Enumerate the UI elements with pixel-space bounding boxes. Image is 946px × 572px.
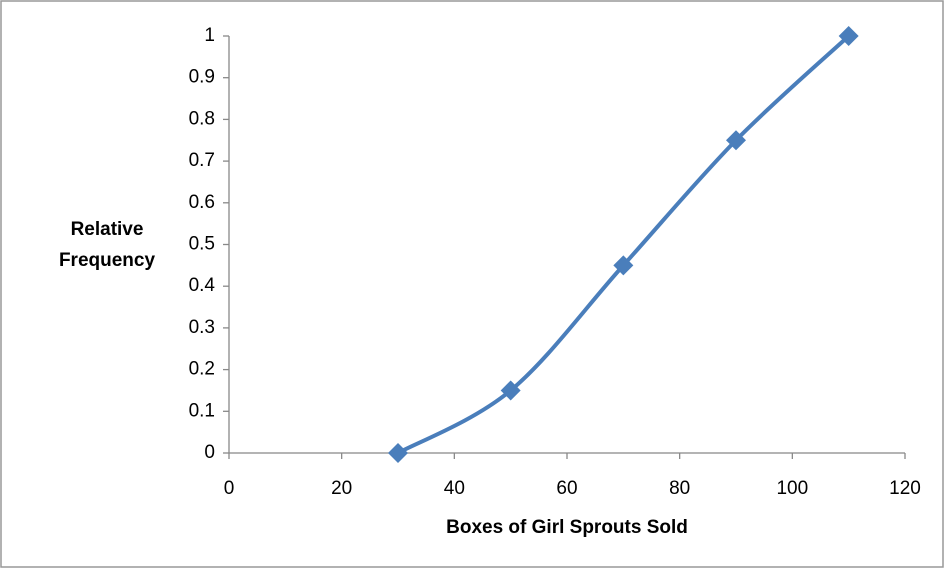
y-tick-label: 0.7 <box>189 150 215 171</box>
marker <box>838 26 859 46</box>
marker <box>388 443 408 463</box>
y-tick-label: 0.3 <box>189 317 215 338</box>
y-tick-label: 0 <box>204 442 215 463</box>
y-tick-label: 0.9 <box>189 67 215 88</box>
y-tick-label: 0.6 <box>189 192 215 213</box>
x-tick-label: 120 <box>889 478 921 499</box>
x-tick-label: 80 <box>669 478 690 499</box>
x-axis-label: Boxes of Girl Sprouts Sold <box>446 517 688 538</box>
marker <box>613 255 634 276</box>
y-tick-label: 0.4 <box>189 275 216 296</box>
x-tick-label: 0 <box>224 478 235 499</box>
y-tick-label: 1 <box>204 25 215 46</box>
y-tick-label: 0.2 <box>189 359 215 380</box>
y-tick-label: 0.8 <box>189 108 215 129</box>
y-tick-label: 0.1 <box>189 400 215 421</box>
x-tick-label: 20 <box>331 478 352 499</box>
x-tick-label: 60 <box>556 478 577 499</box>
y-axis-label: Relative Frequency <box>58 219 156 271</box>
marker <box>726 130 746 151</box>
x-tick-label: 100 <box>776 478 808 499</box>
marker <box>500 380 521 401</box>
series-line <box>397 34 851 455</box>
y-tick-label: 0.5 <box>189 234 215 255</box>
x-tick-label: 40 <box>444 478 465 499</box>
